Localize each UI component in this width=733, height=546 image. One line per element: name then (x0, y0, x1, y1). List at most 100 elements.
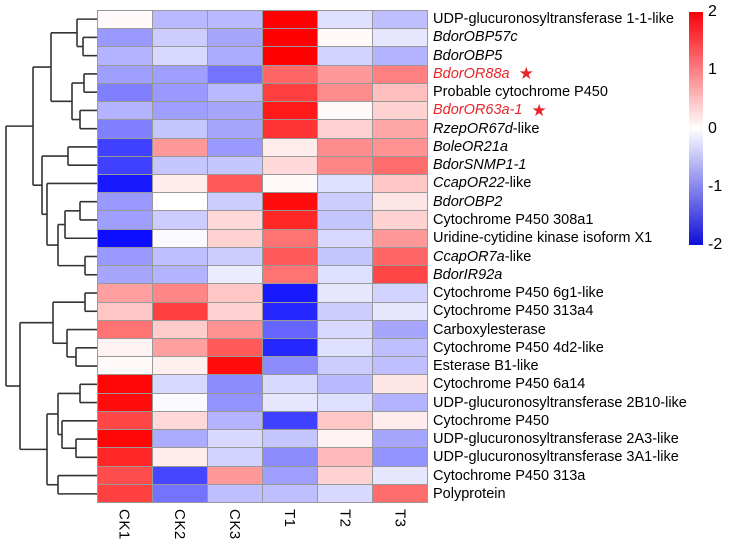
heatmap-cell-r7-T2 (318, 120, 372, 138)
heatmap-cell-r12-T1 (263, 211, 317, 229)
colorbar-tick-label: 1 (708, 61, 717, 79)
heatmap-cell-r4-T3 (373, 65, 427, 83)
heatmap-cell-r7-CK2 (153, 120, 207, 138)
heatmap-cell-r16-T1 (263, 284, 317, 302)
row-label: Cytochrome P450 308a1 (433, 211, 593, 229)
heatmap-cell-r12-CK1 (98, 211, 152, 229)
heatmap-cell-r20-CK1 (98, 357, 152, 375)
heatmap-cell-r15-T2 (318, 266, 372, 284)
heatmap-cell-r14-CK1 (98, 247, 152, 266)
heatmap-cell-r27-CK2 (153, 484, 207, 502)
heatmap-cell-r19-T3 (373, 338, 427, 357)
heatmap-cell-r27-T1 (263, 484, 317, 502)
row-label: Probable cytochrome P450 (433, 83, 608, 101)
gene-name: UDP-glucuronosyltransferase 1-1-like (433, 11, 674, 28)
heatmap-cell-r5-CK2 (153, 83, 207, 102)
heatmap-cell-r17-T2 (318, 302, 372, 320)
heatmap-cell-r18-CK3 (208, 320, 262, 338)
row-label: Cytochrome P450 (433, 412, 549, 430)
heatmap-cell-r14-CK3 (208, 247, 262, 266)
heatmap-cell-r9-T2 (318, 156, 372, 174)
heatmap-cell-r25-T3 (373, 448, 427, 466)
row-label: Polyprotein (433, 485, 506, 503)
heatmap-cell-r14-CK2 (153, 247, 207, 266)
heatmap-cell-r3-CK2 (153, 47, 207, 65)
heatmap-cell-r20-T2 (318, 357, 372, 375)
heatmap-cell-r13-CK2 (153, 229, 207, 247)
heatmap-cell-r25-CK1 (98, 448, 152, 466)
row-label: Cytochrome P450 6a14 (433, 375, 585, 393)
heatmap-cell-r12-T3 (373, 211, 427, 229)
gene-name-italic: RzepOR67d (433, 120, 513, 137)
heatmap-cell-r27-T3 (373, 484, 427, 502)
heatmap-cell-r16-CK1 (98, 284, 152, 302)
heatmap-cell-r21-CK3 (208, 375, 262, 393)
heatmap-cell-r20-T1 (263, 357, 317, 375)
heatmap-cell-r23-T3 (373, 411, 427, 430)
heatmap-cell-r24-CK1 (98, 430, 152, 448)
heatmap-cell-r21-CK2 (153, 375, 207, 393)
gene-name: Cytochrome P450 308a1 (433, 211, 594, 228)
heatmap-cell-r3-CK3 (208, 47, 262, 65)
heatmap-cell-r8-T3 (373, 138, 427, 156)
heatmap-cell-r5-CK3 (208, 83, 262, 102)
heatmap-cell-r14-T2 (318, 247, 372, 266)
heatmap-cell-r12-CK3 (208, 211, 262, 229)
heatmap-cell-r13-T3 (373, 229, 427, 247)
heatmap-cell-r14-T1 (263, 247, 317, 266)
heatmap-cell-r11-CK2 (153, 193, 207, 211)
heatmap-cell-r19-CK2 (153, 338, 207, 357)
heatmap-cell-r24-CK3 (208, 430, 262, 448)
row-label: BdorSNMP1-1 (433, 156, 526, 174)
heatmap-cell-r18-T2 (318, 320, 372, 338)
heatmap-cell-r5-CK1 (98, 83, 152, 102)
gene-name: Polyprotein (433, 485, 506, 502)
gene-name: Cytochrome P450 313a4 (433, 303, 594, 320)
row-label: Cytochrome P450 4d2-like (433, 339, 604, 357)
gene-name: Cytochrome P450 4d2-like (433, 339, 604, 356)
heatmap-cell-r19-T1 (263, 338, 317, 357)
heatmap-cell-r10-CK1 (98, 174, 152, 193)
heatmap-cell-r17-T1 (263, 302, 317, 320)
heatmap-cell-r26-CK3 (208, 466, 262, 484)
heatmap-cell-r2-T2 (318, 29, 372, 47)
heatmap-cell-r23-T2 (318, 411, 372, 430)
heatmap-cell-r1-CK3 (208, 11, 262, 29)
heatmap-cell-r15-CK1 (98, 266, 152, 284)
colorbar-tick-label: -2 (708, 236, 723, 253)
column-label-T1: T1 (281, 509, 299, 528)
heatmap-cell-r7-CK3 (208, 120, 262, 138)
heatmap-cell-r26-T3 (373, 466, 427, 484)
heatmap-cell-r12-CK2 (153, 211, 207, 229)
column-label-CK1: CK1 (115, 509, 133, 540)
row-label: BdorOBP5 (433, 47, 502, 65)
heatmap-cell-r13-T1 (263, 229, 317, 247)
row-label: CcapOR7a -like (433, 248, 531, 266)
row-label: UDP-glucuronosyltransferase 1-1-like (433, 10, 674, 28)
heatmap-cell-r2-T3 (373, 29, 427, 47)
colorbar-tick-label: 0 (708, 119, 717, 137)
gene-name: Cytochrome P450 6g1-like (433, 285, 604, 302)
gene-name: -like (504, 175, 532, 192)
heatmap-cell-r13-CK3 (208, 229, 262, 247)
heatmap-cell-r15-T1 (263, 266, 317, 284)
gene-name-italic: BdorOR63a-1 (433, 102, 523, 119)
heatmap-cell-r2-T1 (263, 29, 317, 47)
heatmap-cell-r16-CK3 (208, 284, 262, 302)
heatmap-cell-r2-CK1 (98, 29, 152, 47)
heatmap-cell-r27-CK1 (98, 484, 152, 502)
heatmap-cell-r20-T3 (373, 357, 427, 375)
gene-name: -like (512, 120, 540, 137)
heatmap-cell-r22-T3 (373, 393, 427, 411)
heatmap-cell-r25-T1 (263, 448, 317, 466)
heatmap-cell-r8-CK1 (98, 138, 152, 156)
heatmap-cell-r18-T1 (263, 320, 317, 338)
heatmap-cell-r26-CK2 (153, 466, 207, 484)
row-label: RzepOR67d -like (433, 120, 539, 138)
heatmap-cell-r18-CK2 (153, 320, 207, 338)
row-label: CcapOR22 -like (433, 174, 531, 192)
heatmap-cell-r27-T2 (318, 484, 372, 502)
heatmap-cell-r6-CK3 (208, 102, 262, 120)
heatmap-cell-r20-CK2 (153, 357, 207, 375)
